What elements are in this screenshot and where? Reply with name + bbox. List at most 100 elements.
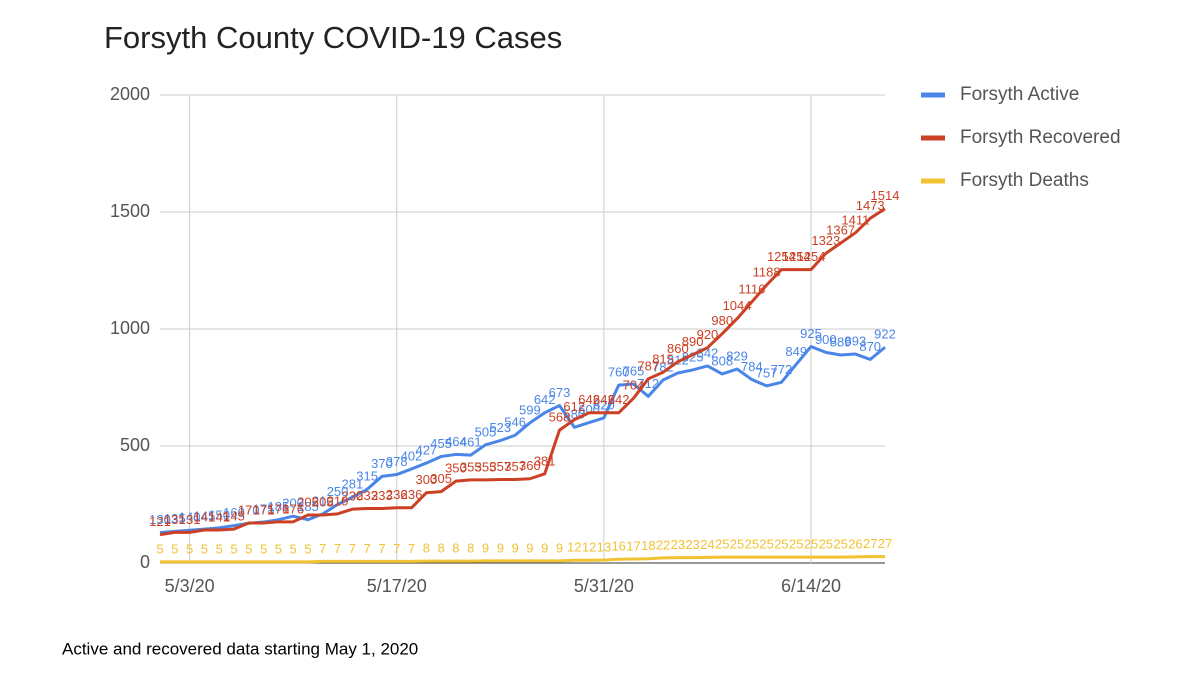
data-label: 1367: [826, 223, 855, 238]
data-label: 160: [223, 505, 245, 520]
data-label: 7: [378, 541, 385, 556]
y-tick-label: 0: [140, 552, 150, 572]
series-line: [160, 555, 885, 564]
data-label: 673: [549, 385, 571, 400]
data-label: 599: [519, 402, 541, 417]
data-label: 23: [671, 537, 685, 552]
data-label: 24: [700, 537, 714, 552]
data-label: 141: [208, 509, 230, 524]
data-label: 200: [282, 496, 304, 511]
data-label: 7: [349, 541, 356, 556]
data-label: 5: [186, 541, 193, 556]
data-label: 12: [582, 540, 596, 555]
data-label: 205: [297, 494, 319, 509]
data-label: 860: [667, 341, 689, 356]
data-label: 357: [489, 459, 511, 474]
data-label: 300: [415, 472, 437, 487]
data-label: 9: [526, 540, 533, 555]
data-label: 13: [597, 539, 611, 554]
data-label: 233: [356, 488, 378, 503]
data-label: 765: [623, 363, 645, 378]
data-label: 7: [319, 541, 326, 556]
data-label: 5: [290, 541, 297, 556]
data-label: 757: [756, 365, 778, 380]
data-label: 920: [697, 327, 719, 342]
y-tick-label: 2000: [110, 84, 150, 104]
y-tick-label: 1000: [110, 318, 150, 338]
data-label: 355: [475, 459, 497, 474]
data-label: 5: [156, 541, 163, 556]
data-label: 131: [179, 512, 201, 527]
data-label: 27: [878, 536, 892, 551]
data-label: 812: [667, 352, 689, 367]
data-label: 315: [356, 469, 378, 484]
data-label: 815: [652, 352, 674, 367]
data-label: 9: [482, 540, 489, 555]
data-label: 378: [386, 454, 408, 469]
data-label: 171: [253, 502, 275, 517]
data-label: 546: [504, 415, 526, 430]
data-label: 5: [304, 541, 311, 556]
data-label: 185: [297, 499, 319, 514]
data-label: 9: [541, 540, 548, 555]
data-label: 25: [804, 537, 818, 552]
data-label: 210: [327, 493, 349, 508]
data-label: 305: [430, 471, 452, 486]
data-label: 236: [386, 487, 408, 502]
data-label: 461: [460, 435, 482, 450]
data-label: 808: [711, 353, 733, 368]
data-label: 7: [364, 541, 371, 556]
data-label: 281: [341, 477, 363, 492]
data-label: 1116: [738, 281, 765, 296]
data-label: 829: [726, 348, 748, 363]
data-label: 922: [874, 327, 896, 342]
data-label: 170: [238, 503, 260, 518]
data-label: 620: [593, 397, 615, 412]
data-label: 1514: [871, 188, 900, 203]
x-tick-label: 6/14/20: [781, 576, 841, 596]
data-label: 131: [164, 512, 186, 527]
data-label: 505: [475, 424, 497, 439]
data-label: 17: [626, 538, 640, 553]
data-label: 26: [848, 536, 862, 551]
legend-label: Forsyth Recovered: [960, 127, 1121, 148]
data-label: 185: [268, 499, 290, 514]
data-label: 870: [859, 339, 881, 354]
data-label: 135: [164, 511, 186, 526]
series-line: [159, 207, 886, 537]
data-label: 9: [497, 540, 504, 555]
data-label: 141: [194, 509, 216, 524]
data-label: 980: [711, 313, 733, 328]
data-label: 890: [682, 334, 704, 349]
data-label: 233: [371, 488, 393, 503]
data-label: 925: [800, 326, 822, 341]
data-label: 1323: [811, 233, 840, 248]
data-label: 642: [608, 392, 630, 407]
y-tick-label: 500: [120, 435, 150, 455]
data-label: 175: [253, 501, 275, 516]
data-label: 145: [223, 509, 245, 524]
data-label: 1254: [767, 249, 796, 264]
data-label: 760: [608, 365, 630, 380]
data-label: 5: [275, 541, 282, 556]
data-label: 889: [830, 334, 852, 349]
data-label: 145: [194, 509, 216, 524]
data-label: 16: [611, 539, 625, 554]
data-label: 140: [179, 510, 201, 525]
data-label: 25: [774, 537, 788, 552]
data-label: 612: [563, 399, 585, 414]
data-label: 5: [216, 541, 223, 556]
data-label: 350: [445, 461, 467, 476]
series-line: [159, 345, 886, 535]
data-label: 8: [423, 541, 430, 556]
x-tick-label: 5/17/20: [367, 576, 427, 596]
data-label: 121: [149, 514, 171, 529]
data-label: 25: [745, 537, 759, 552]
data-label: 704: [623, 378, 645, 393]
data-label: 130: [149, 512, 171, 527]
data-label: 12: [567, 540, 581, 555]
data-label: 171: [238, 502, 260, 517]
data-label: 1188: [753, 264, 781, 279]
data-label: 25: [759, 537, 773, 552]
data-label: 5: [171, 541, 178, 556]
